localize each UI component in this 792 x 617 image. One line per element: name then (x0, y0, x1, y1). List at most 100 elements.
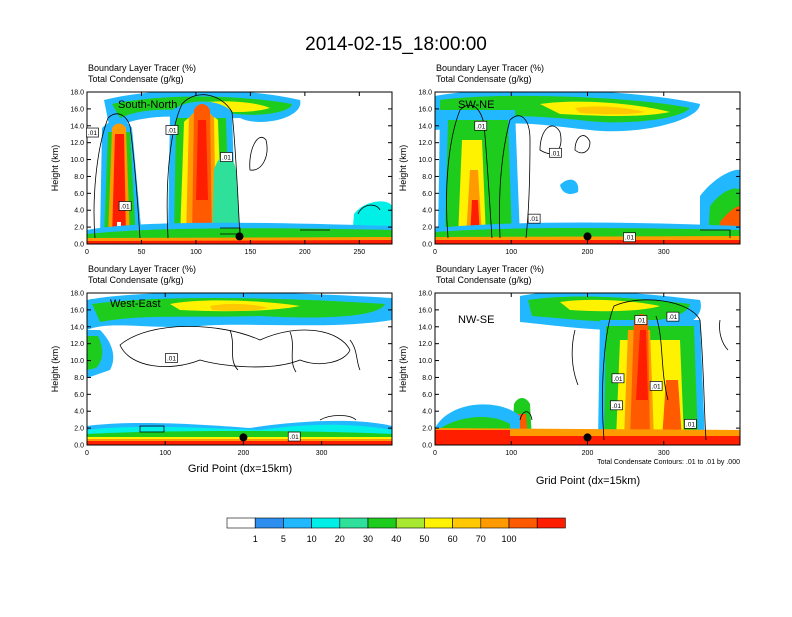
x-tick-label: 100 (505, 249, 517, 256)
contour-label-text: .01 (668, 314, 677, 321)
colorbar-swatch (508, 517, 538, 529)
x-tick-label: 100 (505, 450, 517, 457)
tower-core (636, 330, 648, 400)
contour-label: .01 (287, 431, 301, 442)
contour-label-text: .01 (167, 128, 176, 135)
y-tick-label: 16.0 (70, 307, 84, 314)
y-tick-label: 12.0 (70, 341, 84, 348)
colorbar-level-label: 50 (419, 534, 429, 544)
panel-header-line2: Total Condensate (g/kg) (88, 74, 184, 84)
contour-label-box (684, 419, 697, 429)
y-tick-label: 8.0 (74, 375, 84, 382)
y-tick-label: 18.0 (418, 90, 432, 97)
contour-label-box (165, 353, 178, 363)
panel-header-line2: Total Condensate (g/kg) (436, 275, 532, 285)
panel-west-east: Boundary Layer Tracer (%) Total Condensa… (50, 264, 393, 475)
colorbar-swatch (536, 517, 566, 529)
contour-label-box (611, 373, 625, 384)
x-tick-label: 100 (190, 249, 202, 256)
colorbar-swatch (339, 517, 369, 529)
x-tick-label: 0 (433, 249, 437, 256)
plot-frame (86, 292, 393, 446)
x-tick-label: 0 (85, 450, 89, 457)
panel-label: SW-NE (458, 99, 494, 111)
figure-title: 2014-02-15_18:00:00 (305, 34, 487, 55)
x-tick-label: 200 (299, 249, 311, 256)
colorbar-level-label: 10 (307, 534, 317, 544)
x-tick-label: 150 (245, 249, 257, 256)
colorbar-swatch (254, 517, 284, 529)
contour-info: Total Condensate Contours: .01 to .01 by… (597, 459, 740, 466)
contour-label-box (86, 127, 99, 138)
anvil-orange (210, 303, 268, 311)
colorbar-level-label: 5 (281, 534, 286, 544)
x-axis-title: Grid Point (dx=15km) (188, 463, 292, 475)
x-tick-label: 250 (353, 249, 365, 256)
anvil-orange (575, 106, 645, 115)
y-tick-label: 6.0 (74, 191, 84, 198)
boundary-layer-red (87, 441, 392, 445)
panel-label: West-East (110, 298, 161, 310)
y-axis-title: Height (km) (50, 346, 60, 393)
contour-label-box (220, 152, 233, 162)
panel-header-line2: Total Condensate (g/kg) (436, 74, 532, 84)
y-tick-label: 8.0 (422, 375, 432, 382)
contour-label: .01 (634, 315, 648, 325)
x-tick-label: 300 (658, 249, 670, 256)
y-tick-label: 2.0 (74, 225, 84, 232)
y-tick-label: 16.0 (418, 307, 432, 314)
location-marker (583, 232, 592, 241)
panel-label: South-North (118, 99, 177, 111)
contour-label-text: .01 (167, 356, 176, 363)
contour-label-box (527, 213, 541, 224)
contour-label-box (474, 120, 488, 131)
colorbar-level-label: 1 (253, 534, 258, 544)
contour-label: .01 (165, 125, 179, 135)
x-tick-label: 300 (316, 450, 328, 457)
y-tick-label: 6.0 (74, 392, 84, 399)
boundary-layer-red-block (435, 430, 510, 445)
contour-label: .01 (220, 152, 233, 162)
y-tick-label: 4.0 (74, 409, 84, 416)
y-tick-label: 14.0 (70, 324, 84, 331)
colorbar: 1 5 10 20 30 40 50 60 70 100 (226, 517, 566, 544)
panel-label: NW-SE (458, 314, 494, 326)
contour-label-text: .01 (652, 383, 661, 390)
contour-label-text: .01 (222, 155, 231, 162)
panel-nw-se: Boundary Layer Tracer (%) Total Condensa… (398, 264, 741, 487)
colorbar-level-label: 60 (448, 534, 458, 544)
contour-label-box (634, 315, 648, 325)
panel-sw-ne: Boundary Layer Tracer (%) Total Condensa… (398, 63, 741, 256)
tower-side-green (212, 155, 240, 238)
condensate-contours (93, 94, 381, 239)
colorbar-level-label: 20 (335, 534, 345, 544)
y-tick-label: 18.0 (70, 90, 84, 97)
contour-label-text: .01 (636, 318, 645, 325)
contour-label-box (549, 147, 562, 158)
contour-label-text: .01 (613, 376, 622, 383)
y-tick-label: 14.0 (418, 324, 432, 331)
contour-label: .01 (649, 381, 663, 391)
y-tick-label: 18.0 (418, 291, 432, 298)
contour-label: .01 (666, 311, 680, 322)
panel-header-line2: Total Condensate (g/kg) (88, 275, 184, 285)
colorbar-swatch (367, 517, 397, 529)
contour-label: .01 (623, 232, 636, 243)
panel-header-line1: Boundary Layer Tracer (%) (436, 264, 544, 274)
y-tick-label: 4.0 (422, 208, 432, 215)
contour-label-text: .01 (88, 130, 97, 137)
x-tick-label: 50 (138, 249, 146, 256)
contour-label-box (287, 431, 301, 442)
condensate-contours (119, 325, 361, 433)
y-tick-label: 10.0 (418, 157, 432, 164)
y-tick-label: 10.0 (70, 358, 84, 365)
condensate-field (435, 92, 740, 244)
y-tick-label: 2.0 (422, 225, 432, 232)
y-tick-label: 4.0 (422, 409, 432, 416)
panel-header-line1: Boundary Layer Tracer (%) (88, 63, 196, 73)
x-tick-label: 0 (433, 450, 437, 457)
x-tick-label: 300 (658, 450, 670, 457)
colorbar-level-label: 100 (501, 534, 516, 544)
colorbar-level-label: 70 (476, 534, 486, 544)
contour-label: .01 (611, 373, 625, 384)
